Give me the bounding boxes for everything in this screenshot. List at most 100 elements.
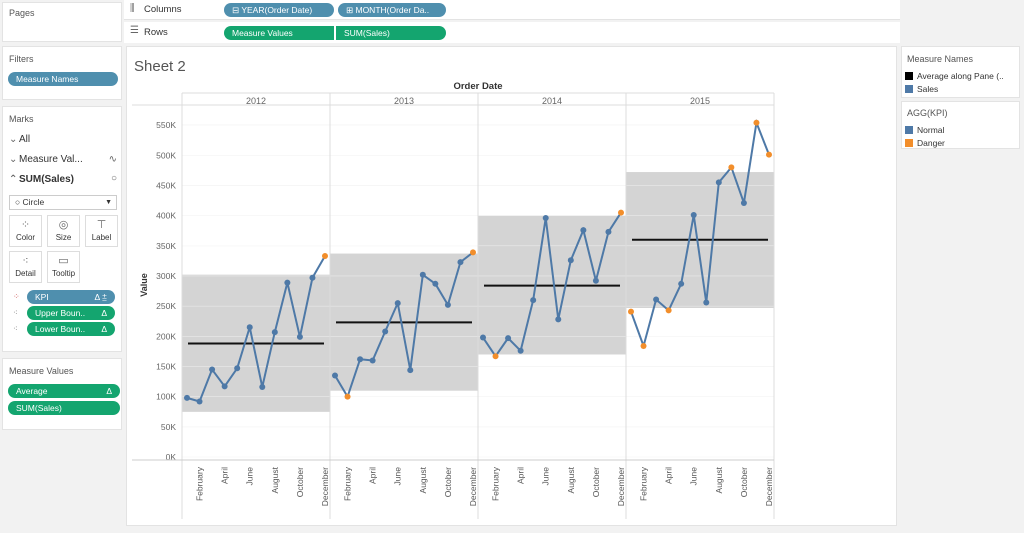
sales-point [530, 297, 537, 304]
detail-encoding-icon: ⁖ [13, 308, 18, 317]
sales-point [470, 249, 476, 256]
month-tick-label: February [491, 466, 501, 501]
marks-pill-kpi[interactable]: KPI Δ ⩲ [27, 290, 115, 304]
sales-point [457, 259, 464, 266]
legend-kpi-title: AGG(KPI) [907, 108, 948, 118]
legend-item-sales[interactable]: Sales [905, 84, 938, 94]
sales-point [444, 301, 451, 308]
tooltip-card[interactable]: ▭ Tooltip [47, 251, 80, 283]
legend-swatch [905, 85, 913, 93]
sales-point [542, 215, 549, 222]
sales-point [480, 334, 486, 341]
measure-values-title: Measure Values [9, 366, 74, 376]
marks-pill-upper-bound[interactable]: Upper Boun.. Δ [27, 306, 115, 320]
filters-card[interactable]: Filters Measure Names [2, 46, 122, 100]
sales-line [334, 251, 474, 400]
sales-point [505, 335, 512, 342]
sales-point [690, 212, 697, 219]
month-tick-label: June [689, 467, 699, 486]
month-tick-label: October [739, 467, 749, 497]
month-tick-label: October [295, 467, 305, 497]
y-tick-label: 100K [156, 392, 176, 402]
pages-card[interactable]: Pages [2, 2, 122, 42]
color-card[interactable]: ⁘ Color [9, 215, 42, 247]
delta-icon: Δ ⩲ [94, 292, 107, 302]
size-card[interactable]: ◎ Size [47, 215, 80, 247]
mark-type-dropdown[interactable]: ○ Circle ▼ [9, 195, 117, 210]
sales-point [322, 253, 328, 260]
sales-point [640, 342, 647, 349]
sales-point [703, 299, 710, 306]
columns-icon: ⫼ [130, 3, 135, 14]
marks-all-row[interactable]: ⌄ All [9, 134, 31, 145]
label-card[interactable]: ⊤ Label [85, 215, 118, 247]
month-tick-label: August [418, 466, 428, 493]
sales-point [567, 257, 574, 264]
sales-line [186, 255, 326, 403]
chevron-up-icon: ⌃ [9, 174, 18, 185]
sales-point [209, 366, 216, 373]
sales-point [344, 393, 351, 400]
columns-pill-year[interactable]: ⊟ YEAR(Order Date) [224, 3, 334, 17]
sales-point [766, 151, 772, 158]
legend-item-average[interactable]: Average along Pane (.. [905, 71, 1004, 81]
month-tick-label: April [220, 467, 230, 484]
detail-encoding-icon: ⁖ [13, 324, 18, 333]
legend-item-normal[interactable]: Normal [905, 125, 944, 135]
sales-point [740, 199, 747, 206]
y-tick-label: 300K [156, 271, 176, 281]
month-tick-label: February [343, 466, 353, 501]
year-header-2012: 2012 [246, 96, 266, 106]
y-tick-label: 0K [166, 452, 177, 462]
rows-pill-sum-sales[interactable]: SUM(Sales) [336, 26, 446, 40]
measure-values-pill-sum-sales[interactable]: SUM(Sales) [8, 401, 120, 415]
month-tick-label: December [764, 467, 774, 506]
legend-item-danger[interactable]: Danger [905, 138, 945, 148]
y-tick-label: 150K [156, 361, 176, 371]
month-tick-label: August [714, 466, 724, 493]
month-tick-label: June [541, 467, 551, 486]
month-tick-label: December [616, 467, 626, 506]
sales-point [357, 356, 364, 363]
color-icon: ⁘ [20, 219, 31, 231]
legend-measure-names: Measure Names Average along Pane (.. Sal… [901, 46, 1020, 98]
y-tick-label: 450K [156, 180, 176, 190]
sales-point [517, 347, 524, 354]
month-tick-label: June [245, 467, 255, 486]
y-tick-label: 50K [161, 422, 176, 432]
year-header-2014: 2014 [542, 96, 562, 106]
sales-point [394, 300, 401, 307]
sales-point [309, 274, 316, 281]
marks-measure-values-row[interactable]: ⌄ Measure Val... ∿ [9, 154, 117, 165]
filter-pill-measure-names[interactable]: Measure Names [8, 72, 118, 86]
chart[interactable]: Order Date 0K 50K 100K 150K 200K 250K 300K 350K 4… [127, 47, 896, 525]
sales-point [221, 383, 228, 390]
marks-pill-lower-bound[interactable]: Lower Boun.. Δ [27, 322, 115, 336]
sales-point [332, 372, 338, 379]
sales-point [234, 365, 241, 372]
label-icon: ⊤ [96, 219, 107, 231]
tooltip-icon: ▭ [58, 255, 69, 267]
y-tick-label: 200K [156, 331, 176, 341]
sales-point [196, 398, 203, 405]
columns-pill-month[interactable]: ⊞ MONTH(Order Da.. [338, 3, 446, 17]
sales-point [628, 308, 634, 315]
measure-values-pill-average[interactable]: Average Δ [8, 384, 120, 398]
chevron-down-icon: ⌄ [9, 154, 18, 165]
marks-sum-sales-row[interactable]: ⌃ SUM(Sales) ○ [9, 173, 117, 185]
column-header-title: Order Date [453, 81, 502, 92]
sales-point [580, 227, 587, 234]
rows-shelf: ☰ Rows Measure Values SUM(Sales) [124, 22, 900, 43]
sales-point [678, 280, 685, 287]
month-tick-label: October [591, 467, 601, 497]
sales-point [184, 394, 190, 401]
filters-title: Filters [9, 54, 34, 64]
detail-card[interactable]: ⁖ Detail [9, 251, 42, 283]
y-tick-label: 550K [156, 120, 176, 130]
rows-label: Rows [144, 27, 168, 38]
legend-kpi: AGG(KPI) Normal Danger [901, 101, 1020, 149]
rows-pill-measure-values[interactable]: Measure Values [224, 26, 334, 40]
circle-icon: ○ [15, 197, 21, 207]
marks-card: Marks ⌄ All ⌄ Measure Val... ∿ ⌃ SUM(Sales) ○… [2, 106, 122, 352]
y-tick-label: 350K [156, 241, 176, 251]
